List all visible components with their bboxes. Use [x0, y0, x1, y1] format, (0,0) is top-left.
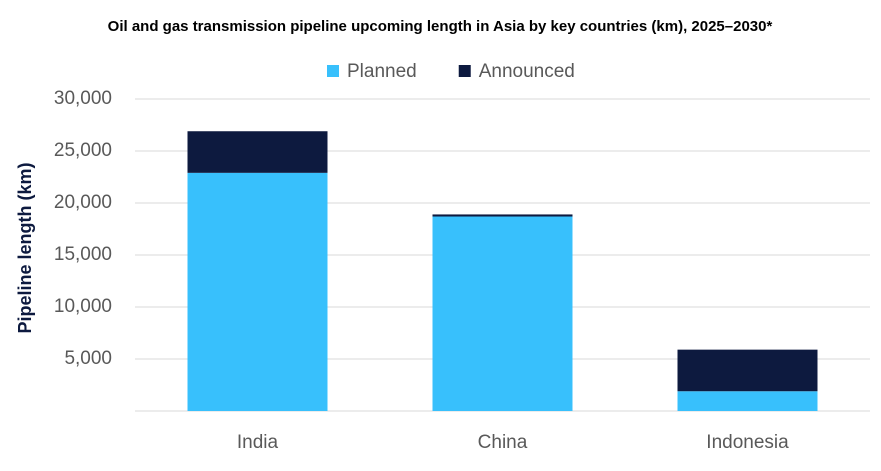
bar-segment	[432, 216, 573, 411]
y-tick-label: 30,000	[54, 88, 112, 109]
y-tick-label: 10,000	[54, 296, 112, 317]
bar-segment	[432, 214, 573, 217]
y-tick-label: 20,000	[54, 192, 112, 213]
legend-swatch	[327, 65, 339, 77]
legend-label: Announced	[479, 61, 575, 82]
y-tick-label: 5,000	[64, 348, 112, 369]
bar-segment	[187, 131, 328, 173]
legend-swatch	[458, 65, 471, 77]
x-tick-label: India	[237, 432, 279, 453]
legend-label: Planned	[347, 61, 417, 82]
chart-title: Oil and gas transmission pipeline upcomi…	[108, 18, 773, 35]
x-tick-label: China	[478, 432, 528, 453]
bar-segment	[187, 172, 328, 411]
y-tick-label: 15,000	[54, 244, 112, 265]
y-axis-label: Pipeline length (km)	[15, 162, 35, 333]
y-tick-label: 25,000	[54, 140, 112, 161]
x-tick-label: Indonesia	[706, 432, 789, 453]
bar-segment	[677, 391, 818, 411]
bar-segment	[677, 349, 818, 392]
